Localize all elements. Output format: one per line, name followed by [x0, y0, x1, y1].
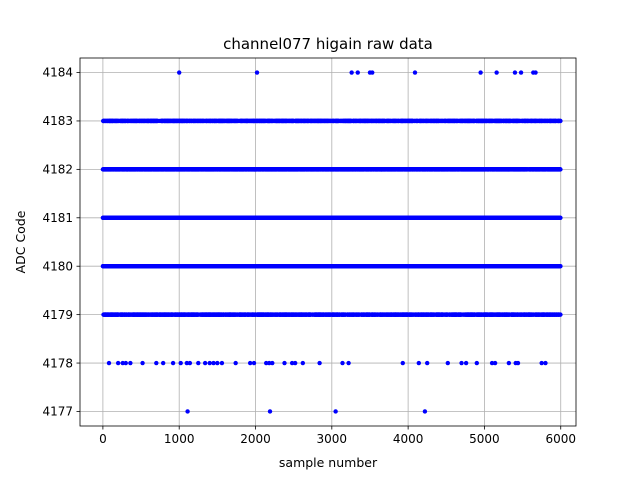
level-4182-points: [100, 167, 563, 172]
level-4181-points: [100, 215, 563, 220]
data-points: [100, 70, 563, 414]
level-4180-points: [100, 264, 563, 269]
level-4179-points: [101, 312, 563, 317]
data-point: [558, 264, 563, 269]
data-point: [558, 312, 563, 317]
data-point: [558, 215, 563, 220]
